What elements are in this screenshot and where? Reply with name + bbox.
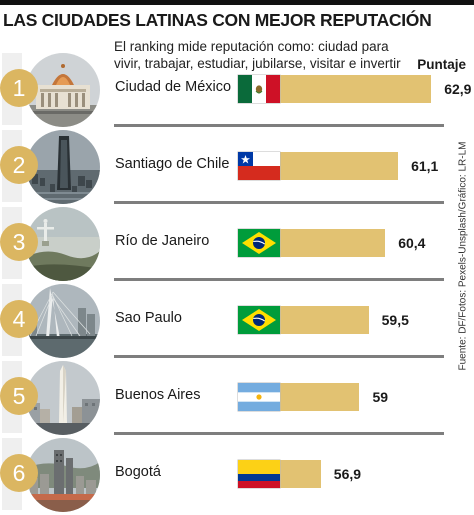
bogota-skyline-photo <box>26 438 100 512</box>
chile-flag <box>238 152 280 180</box>
brazil-flag <box>238 306 280 334</box>
rank-badge: 5 <box>0 377 38 415</box>
colombia-flag <box>238 460 280 488</box>
score-value: 59,5 <box>381 312 409 328</box>
ranking-row: 2 Santiago de Chile 61,1 <box>0 130 474 204</box>
score-value: 56,9 <box>333 466 362 482</box>
chart-title: LAS CIUDADES LATINAS CON MEJOR REPUTACIÓ… <box>3 10 432 30</box>
city-label: Buenos Aires <box>115 387 201 403</box>
top-rule <box>0 0 474 5</box>
argentina-flag <box>238 383 280 411</box>
city-label: Ciudad de México <box>115 79 232 95</box>
score-value: 59 <box>372 389 389 405</box>
rank-badge: 4 <box>0 300 38 338</box>
city-label: Santiago de Chile <box>115 156 230 172</box>
row-divider <box>114 278 444 281</box>
city-label: Río de Janeiro <box>115 233 210 249</box>
rank-badge: 6 <box>0 454 38 492</box>
ranking-row: 5 Buenos Aires 59 <box>0 361 474 435</box>
row-divider <box>114 432 444 435</box>
value-header: Puntaje <box>417 57 466 72</box>
score-value: 62,9 <box>444 81 472 97</box>
palacio-bellas-artes-photo <box>26 53 100 127</box>
ranking-row: 6 Bogotá 56,9 <box>0 438 474 512</box>
score-value: 60,4 <box>398 235 426 251</box>
ranking-row: 1 Ciudad de México 62,9 <box>0 53 474 127</box>
rank-badge: 3 <box>0 223 38 261</box>
ranking-row: 4 Sao Paulo 59,5 <box>0 284 474 358</box>
rank-badge: 1 <box>0 69 38 107</box>
city-label: Sao Paulo <box>115 310 182 326</box>
ranking-row: 3 Río de Janeiro 60,4 <box>0 207 474 281</box>
mexico-flag <box>238 75 280 103</box>
city-label: Bogotá <box>115 464 161 480</box>
source-note: Fuente: DF/Fotos: Pexels-Unsplash/Gráfic… <box>457 141 469 371</box>
score-value: 61,1 <box>411 158 439 174</box>
row-divider <box>114 124 444 127</box>
row-divider <box>114 201 444 204</box>
brazil-flag <box>238 229 280 257</box>
rank-badge: 2 <box>0 146 38 184</box>
row-divider <box>114 355 444 358</box>
chart-subtitle: El ranking mide reputación como: ciudad … <box>114 39 401 71</box>
